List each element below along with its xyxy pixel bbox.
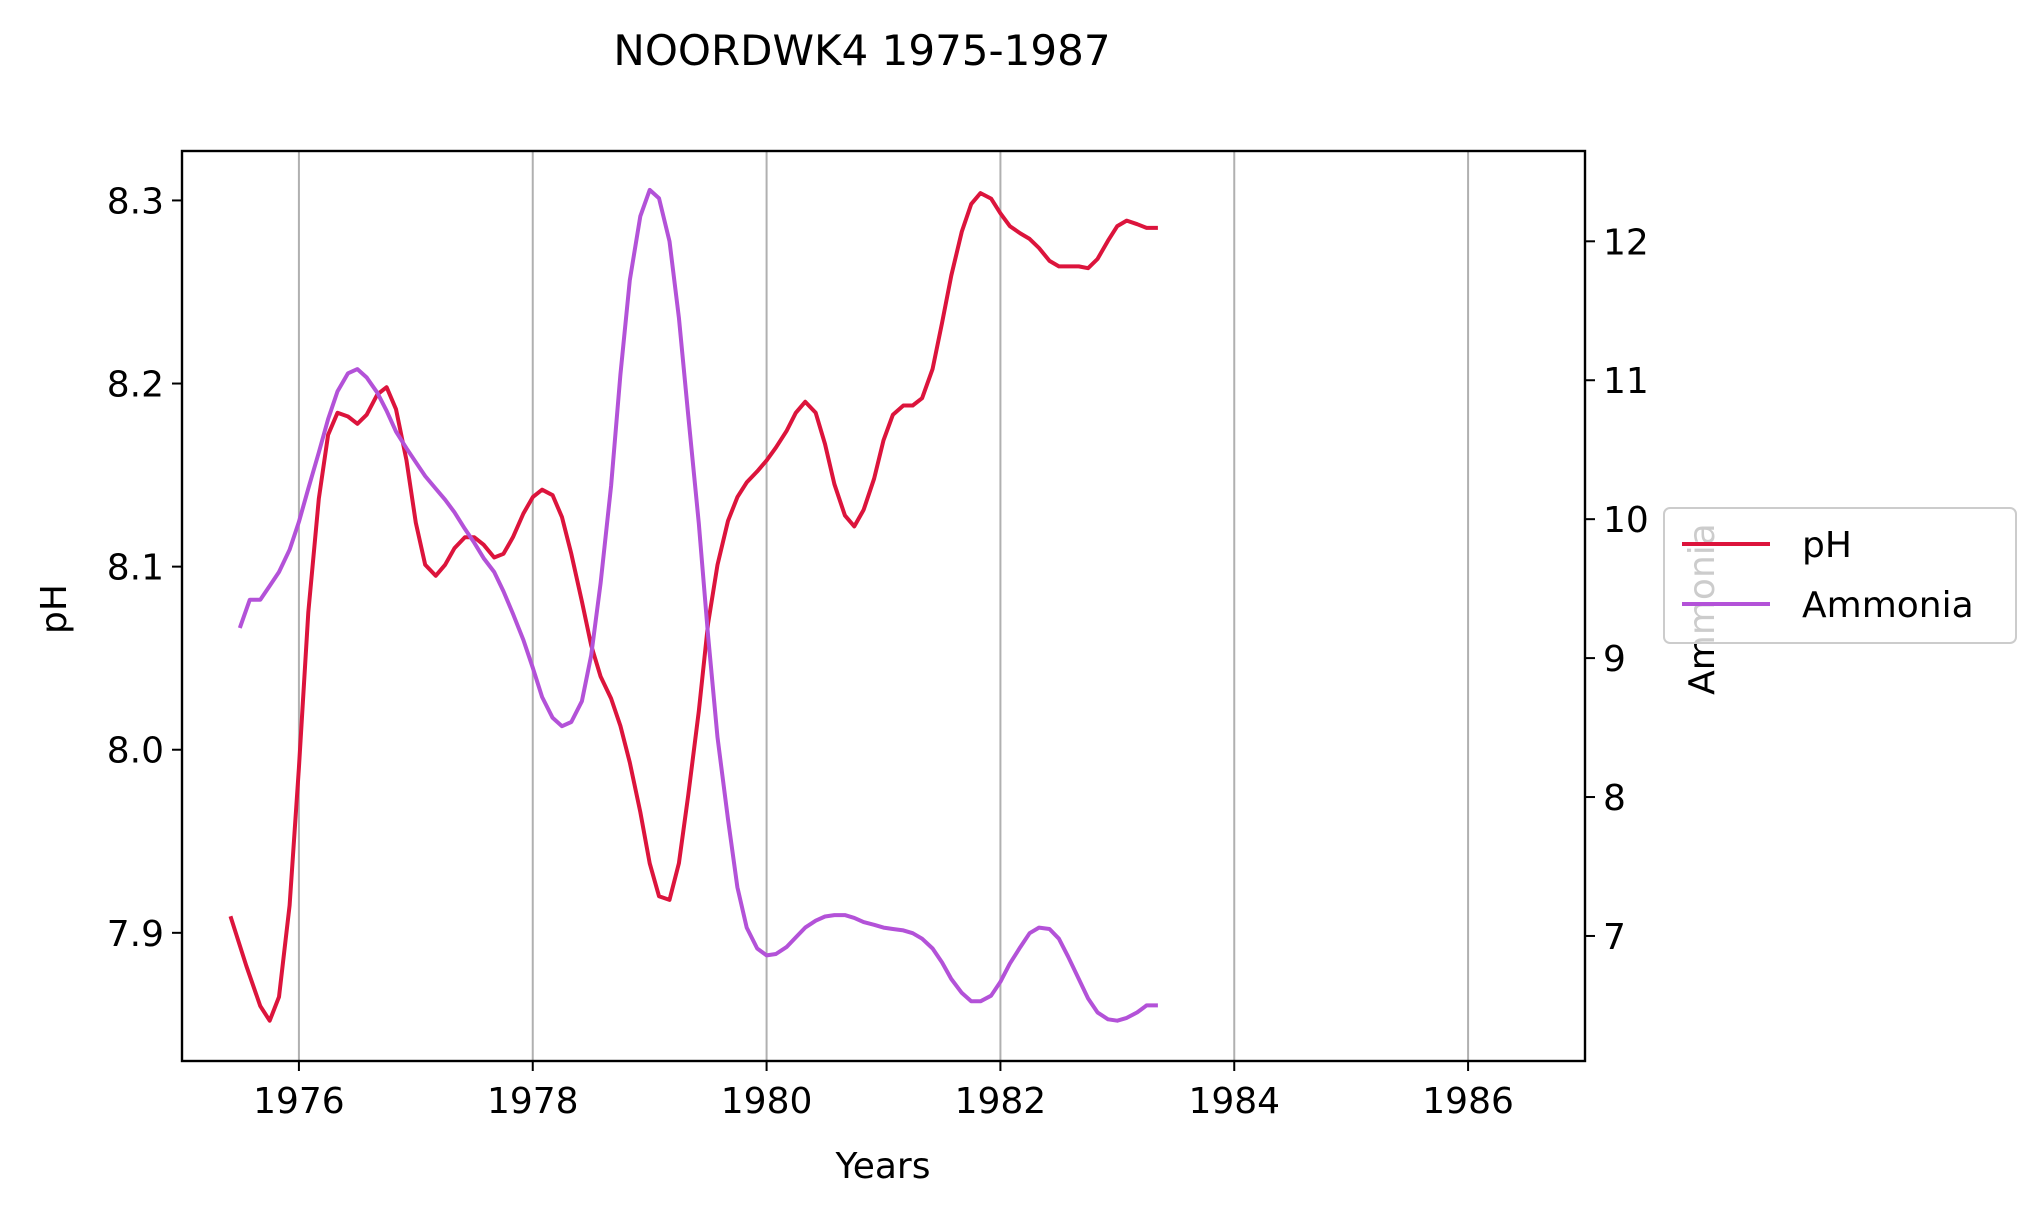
y-left-tick-label-8: 8.0	[107, 731, 164, 772]
x-tick-label-1978: 1978	[487, 1081, 579, 1122]
x-tick-label-1986: 1986	[1422, 1081, 1514, 1122]
y-left-tick-label-8.3: 8.3	[107, 181, 164, 222]
legend: pH Ammonia	[1663, 507, 2017, 644]
y-right-tick-label-7: 7	[1603, 917, 1626, 958]
y-right-tick-label-10: 10	[1603, 500, 1649, 541]
series-line-ammonia	[237, 187, 1158, 1023]
y-axis-left-title: pH	[34, 584, 75, 634]
legend-box	[1663, 507, 2017, 644]
chart-title: NOORDWK4 1975-1987	[613, 26, 1110, 75]
series-line-ph	[228, 191, 1158, 1023]
y-left-tick-label-8.2: 8.2	[107, 365, 164, 406]
y-right-tick-label-8: 8	[1603, 778, 1626, 819]
y-right-tick-label-12: 12	[1603, 222, 1649, 263]
y-axis-right: 7 8 9 10 11 12	[1585, 222, 1649, 958]
x-tick-label-1980: 1980	[721, 1081, 813, 1122]
x-gridlines	[297, 151, 1470, 1061]
x-tick-label-1982: 1982	[955, 1081, 1047, 1122]
plot-frame	[180, 149, 1587, 1063]
legend-label-ph: pH	[1802, 525, 1852, 566]
y-left-tick-label-7.9: 7.9	[107, 914, 164, 955]
x-axis-title: Years	[835, 1146, 931, 1187]
x-tick-label-1976: 1976	[253, 1081, 345, 1122]
series-layer	[228, 187, 1158, 1023]
y-axis-left: 7.9 8.0 8.1 8.2 8.3	[107, 181, 182, 955]
y-right-tick-label-11: 11	[1603, 361, 1649, 402]
x-axis: 1976 1978 1980 1982 1984 1986	[253, 1061, 1514, 1122]
legend-label-ammonia: Ammonia	[1802, 585, 1974, 626]
y-left-tick-label-8.1: 8.1	[107, 548, 164, 589]
y-right-tick-label-9: 9	[1603, 639, 1626, 680]
x-tick-label-1984: 1984	[1188, 1081, 1280, 1122]
